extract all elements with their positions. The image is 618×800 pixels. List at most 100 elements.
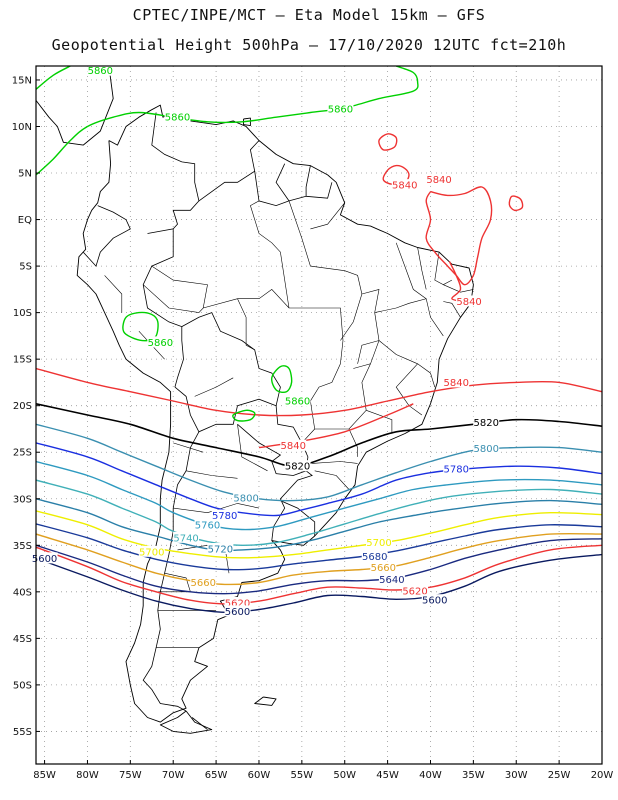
map-title-line-2: Geopotential Height 500hPa – 17/10/2020 … [51, 36, 567, 54]
state-border [142, 284, 344, 444]
contour-label: 5860 [328, 104, 353, 115]
lat-tick-label: 10N [12, 122, 32, 133]
contour-label-bg [378, 573, 405, 585]
lon-tick-label: 85W [33, 770, 56, 781]
country-border [191, 717, 208, 730]
contour-5660 [36, 532, 602, 586]
country-border [254, 171, 333, 207]
axis-ticks: 15N 10N 5N EQ 5S 10S 15S 20S 25S 30S 35S 40S 45S 50S 5… [12, 75, 614, 781]
country-border [142, 431, 200, 712]
contour-label-bg [456, 295, 483, 307]
contour-label-bg [421, 594, 448, 606]
state-border [378, 340, 436, 388]
state-border [353, 288, 380, 369]
contour-label-bg [211, 509, 238, 521]
state-border [250, 200, 290, 309]
contour-label: 5660 [191, 578, 216, 589]
contour-label: 5700 [139, 547, 164, 558]
lon-tick-label: 35W [462, 770, 485, 781]
contour-5840 [36, 367, 602, 417]
contour-5860 [122, 311, 159, 342]
state-border [314, 363, 371, 430]
contour-label-bg [138, 545, 165, 557]
contour-label-bg [284, 395, 311, 407]
state-border [173, 503, 260, 514]
contour-label-bg [443, 376, 470, 388]
contour-5860 [36, 66, 71, 90]
coastline [243, 117, 251, 127]
contour-label: 5860 [148, 338, 173, 349]
contour-5860 [270, 365, 293, 394]
contour-5820 [36, 403, 602, 468]
contour-label-bg [426, 173, 453, 185]
contour-label-bg [280, 439, 307, 451]
contour-5600 [36, 553, 602, 614]
country-border [198, 140, 260, 202]
coastlines [36, 66, 474, 734]
contour-label: 5820 [285, 462, 310, 473]
contour-label-bg [87, 64, 114, 76]
lat-tick-label: 10S [13, 308, 32, 319]
lon-tick-label: 20W [591, 770, 614, 781]
country-border [275, 163, 290, 202]
contour-label: 5840 [392, 181, 417, 192]
country-border [151, 112, 200, 230]
country-border [181, 312, 281, 406]
state-border [312, 461, 358, 464]
coastline [254, 696, 277, 706]
state-border [186, 470, 238, 479]
contour-label: 5600 [32, 554, 57, 565]
contour-label-bg [327, 102, 354, 114]
state-border [443, 301, 461, 318]
lon-tick-label: 45W [376, 770, 399, 781]
contour-label: 5740 [173, 533, 198, 544]
contour-label-bg [31, 552, 58, 564]
contour-label: 5780 [212, 511, 237, 522]
country-border [237, 405, 309, 476]
contour-5700 [36, 510, 602, 559]
state-border [104, 275, 123, 313]
lon-tick-label: 40W [419, 770, 442, 781]
state-border [434, 252, 453, 286]
lat-tick-label: 50S [13, 680, 32, 691]
lon-tick-label: 60W [248, 770, 271, 781]
contour-label-bg [366, 536, 393, 548]
contour-5840 [378, 133, 398, 151]
contour-label: 5860 [285, 397, 310, 408]
contour-label-bg [361, 550, 388, 562]
contour-5840 [425, 186, 493, 286]
lat-tick-label: 35S [13, 541, 32, 552]
contour-label-bg [443, 462, 470, 474]
state-border [151, 265, 208, 309]
lat-tick-label: 40S [13, 587, 32, 598]
contour-label-bg [224, 596, 251, 608]
contour-label-bg [224, 605, 251, 617]
lon-tick-label: 30W [505, 770, 528, 781]
lat-tick-label: 30S [13, 494, 32, 505]
contour-label: 5800 [474, 444, 499, 455]
contour-label-bg [370, 561, 397, 573]
state-border [443, 284, 474, 293]
contour-label: 5780 [443, 464, 468, 475]
coastline [159, 710, 213, 734]
contour-label-bg [391, 179, 418, 191]
contour-5840 [448, 261, 465, 303]
country-border [82, 205, 131, 267]
lon-tick-label: 25W [548, 770, 571, 781]
lon-tick-label: 65W [205, 770, 228, 781]
state-border [395, 242, 427, 299]
geopotential-contours [36, 66, 602, 614]
contour-5860 [232, 409, 256, 422]
contour-label: 5660 [371, 563, 396, 574]
lon-tick-label: 80W [76, 770, 99, 781]
map-frame [35, 65, 603, 765]
state-border [348, 428, 358, 457]
state-border [417, 247, 427, 290]
state-border [157, 572, 191, 593]
contour-label-bg [284, 460, 311, 472]
contour-5840 [382, 164, 410, 186]
contour-label-bg [173, 531, 200, 543]
contour-label: 5860 [88, 66, 113, 77]
contour-label: 5680 [362, 552, 387, 563]
lon-tick-label: 70W [162, 770, 185, 781]
